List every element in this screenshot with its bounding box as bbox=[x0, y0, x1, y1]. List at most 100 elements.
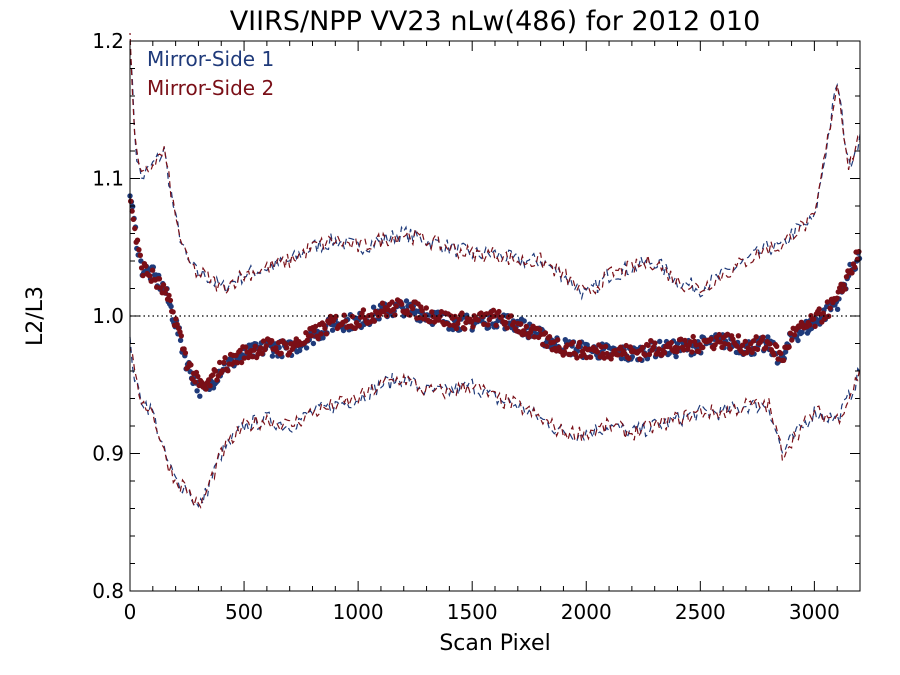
series-2-point bbox=[207, 383, 213, 389]
series-2-point bbox=[843, 274, 850, 280]
series-2-point bbox=[278, 350, 284, 356]
series-1-point bbox=[297, 347, 303, 354]
series-2-point bbox=[834, 295, 840, 301]
series-1-point bbox=[834, 306, 841, 312]
series-2-point bbox=[182, 350, 189, 356]
series-2-point bbox=[221, 359, 227, 366]
series-2-point bbox=[269, 338, 275, 344]
y-tick-label: 0.9 bbox=[92, 442, 124, 466]
series-2-point bbox=[727, 346, 733, 352]
series-2-point bbox=[717, 339, 724, 345]
series-2-point bbox=[147, 273, 153, 279]
y-tick-label: 1.0 bbox=[92, 304, 124, 328]
series-2-point bbox=[427, 318, 434, 325]
x-tick-label: 3000 bbox=[789, 600, 840, 624]
series-2-point bbox=[429, 309, 435, 315]
x-axis: 0 500 1000 1500 2000 2500 3000 bbox=[124, 41, 840, 624]
series-2-point bbox=[504, 325, 510, 331]
series-2-point bbox=[188, 362, 194, 368]
series-2-point bbox=[323, 331, 330, 337]
series-1-point bbox=[329, 327, 336, 333]
series-2-point bbox=[544, 343, 550, 349]
series-2-point bbox=[430, 313, 436, 320]
series-2-point bbox=[496, 308, 502, 315]
series-2-point bbox=[600, 351, 606, 357]
series-2-point bbox=[203, 386, 209, 392]
series-2-point bbox=[304, 337, 310, 343]
series-2-point bbox=[687, 339, 694, 345]
series-2-point bbox=[392, 312, 398, 318]
series-2-point bbox=[456, 316, 462, 322]
series-layer bbox=[127, 32, 863, 509]
series-2-point bbox=[811, 316, 817, 322]
series-1-point bbox=[194, 388, 200, 394]
series-2-point bbox=[137, 252, 143, 258]
series-2-point bbox=[540, 341, 546, 348]
x-tick-label: 500 bbox=[225, 600, 263, 624]
series-2-point bbox=[192, 379, 198, 385]
series-2-point bbox=[156, 276, 163, 282]
series-2-point bbox=[594, 349, 601, 355]
series-2-point bbox=[724, 331, 731, 337]
series-2-point bbox=[498, 314, 505, 320]
series-2-point bbox=[167, 297, 174, 304]
series-1-point bbox=[799, 329, 805, 335]
series-2-point bbox=[749, 349, 755, 356]
series-2-point bbox=[349, 313, 356, 320]
series-2-point bbox=[422, 313, 428, 319]
series-2-point bbox=[615, 352, 621, 358]
series-2-point bbox=[315, 335, 321, 342]
series-2-point bbox=[284, 345, 290, 351]
series-2-point bbox=[318, 331, 324, 337]
series-2-point bbox=[767, 341, 773, 347]
series-1-point bbox=[403, 298, 410, 304]
series-2-point bbox=[140, 272, 146, 279]
series-2-point bbox=[787, 330, 794, 336]
series-1-point bbox=[765, 334, 771, 340]
series-2-point bbox=[722, 341, 728, 347]
series-2-point bbox=[241, 355, 247, 361]
series-2-point bbox=[842, 286, 848, 292]
series-2-point bbox=[646, 351, 653, 357]
x-tick-label: 2500 bbox=[675, 600, 726, 624]
series-2-point bbox=[618, 344, 624, 350]
series-2-point bbox=[308, 333, 315, 339]
series-2-point bbox=[238, 359, 245, 366]
series-2-point bbox=[763, 345, 769, 351]
series-1-point bbox=[782, 349, 789, 355]
y-axis-label: L2/L3 bbox=[23, 286, 48, 346]
series-2-point bbox=[154, 284, 160, 290]
series-2-point bbox=[174, 321, 180, 328]
series-2-point bbox=[503, 319, 509, 326]
series-2-point bbox=[493, 322, 499, 328]
series-2-point bbox=[690, 333, 696, 340]
series-2-point bbox=[481, 321, 487, 327]
series-2-point bbox=[290, 344, 297, 350]
x-axis-label: Scan Pixel bbox=[439, 631, 550, 656]
series-2-point bbox=[812, 323, 818, 329]
series-2-point bbox=[327, 313, 334, 320]
series-2-point bbox=[132, 225, 138, 232]
series-2-point bbox=[128, 198, 134, 204]
series-1-point bbox=[197, 393, 203, 399]
series-2-point bbox=[648, 338, 654, 344]
series-2-point bbox=[212, 368, 219, 374]
series-2-point bbox=[608, 356, 614, 362]
series-2-point bbox=[637, 356, 643, 362]
series-2-point bbox=[645, 342, 651, 348]
series-1-point bbox=[269, 353, 276, 359]
series-2-point bbox=[252, 343, 258, 349]
series-2-point bbox=[341, 312, 347, 318]
x-tick-label: 1500 bbox=[447, 600, 498, 624]
series-2-point bbox=[555, 337, 561, 343]
series-2-point bbox=[342, 318, 349, 324]
series-2-point bbox=[446, 322, 453, 328]
series-2-point bbox=[511, 319, 517, 326]
series-2-point bbox=[598, 344, 605, 350]
series-2-point bbox=[225, 368, 231, 374]
series-2-point bbox=[726, 341, 732, 348]
series-2-lower-bound-line bbox=[129, 348, 861, 509]
series-2-upper-bound-line bbox=[129, 32, 861, 296]
series-2-point bbox=[409, 305, 416, 312]
